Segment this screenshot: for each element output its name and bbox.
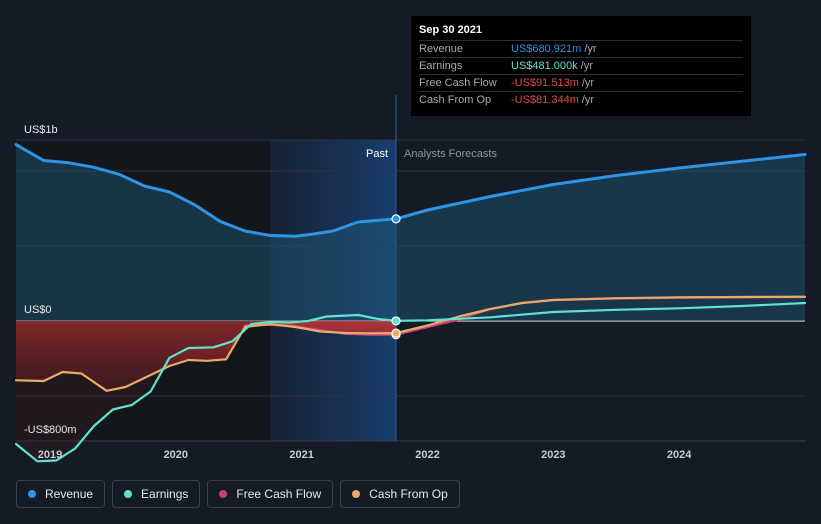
tooltip-unit: /yr	[581, 77, 595, 89]
tooltip-unit: /yr	[584, 43, 597, 55]
tooltip: Sep 30 2021 Revenue US$680.921m /yr Earn…	[411, 16, 751, 116]
revenue-line	[14, 143, 807, 238]
x-tick-label: 2020	[164, 449, 188, 461]
tooltip-row-revenue: Revenue US$680.921m /yr	[419, 40, 743, 57]
legend-item-revenue[interactable]: Revenue	[16, 480, 106, 508]
tooltip-label: Revenue	[419, 43, 464, 55]
cash-from-op-line	[14, 295, 807, 392]
legend-dot-icon	[28, 490, 36, 498]
chart: US$1b US$0 -US$800m Past Analysts Forecasts 2…	[14, 95, 807, 463]
revenue-area	[16, 144, 805, 321]
tooltip-unit: /yr	[580, 60, 593, 72]
legend: Revenue Earnings Free Cash Flow Cash Fro…	[16, 480, 460, 508]
earnings-negative-area	[16, 321, 396, 462]
x-tick-label: 2022	[415, 449, 439, 461]
tooltip-value: -US$81.344m	[511, 94, 579, 106]
tooltip-value: US$481.000k	[511, 60, 578, 72]
tooltip-label: Cash From Op	[419, 94, 492, 106]
cash-flow-negative-area	[16, 321, 396, 391]
tooltip-row-earnings: Earnings US$481.000k /yr	[419, 57, 743, 74]
legend-dot-icon	[219, 490, 228, 498]
tooltip-value: -US$91.513m	[511, 77, 579, 89]
cash-from-op-marker	[391, 328, 401, 338]
past-label: Past	[366, 148, 388, 160]
legend-item-earnings[interactable]: Earnings	[112, 480, 201, 508]
legend-label: Earnings	[141, 487, 189, 501]
tooltip-unit: /yr	[581, 94, 595, 106]
past-region	[16, 140, 271, 441]
y-label-bottom: -US$800m	[24, 424, 77, 436]
revenue-marker	[391, 214, 401, 224]
tooltip-row-cash-from-op: Cash From Op -US$81.344m /yr	[419, 91, 743, 108]
x-tick-label: 2021	[289, 449, 313, 461]
legend-dot-icon	[124, 490, 133, 498]
x-tick-label: 2023	[541, 449, 565, 461]
tooltip-value: US$680.921m	[511, 43, 582, 55]
x-tick-label: 2019	[38, 449, 62, 461]
y-label-zero: US$0	[24, 304, 52, 316]
legend-label: Free Cash Flow	[236, 487, 322, 501]
earnings-marker	[391, 316, 401, 326]
earnings-line	[14, 301, 807, 463]
legend-label: Revenue	[45, 487, 94, 501]
y-label-top: US$1b	[24, 124, 58, 136]
x-tick-label: 2024	[667, 449, 692, 461]
forecast-label: Analysts Forecasts	[404, 148, 497, 160]
tooltip-row-free-cash-flow: Free Cash Flow -US$91.513m /yr	[419, 74, 743, 91]
legend-label: Cash From Op	[369, 487, 448, 501]
tooltip-label: Earnings	[419, 60, 463, 72]
tooltip-label: Free Cash Flow	[419, 77, 497, 89]
highlight-region	[270, 140, 397, 441]
tooltip-date: Sep 30 2021	[419, 24, 482, 36]
legend-item-free-cash-flow[interactable]: Free Cash Flow	[207, 480, 334, 508]
legend-dot-icon	[352, 490, 361, 498]
legend-item-cash-from-op[interactable]: Cash From Op	[340, 480, 460, 508]
